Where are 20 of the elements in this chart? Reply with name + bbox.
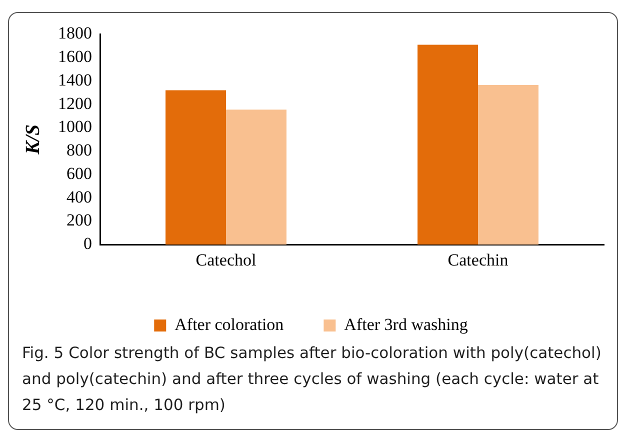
- caption: Fig. 5 Color strength of BC samples after bio-coloration with poly(catechol) and poly(catechin) and after three cycles of washing (each cycle: water at 25 °C, 120 min., 100 rpm): [22, 343, 602, 416]
- bar: [226, 110, 286, 245]
- y-tick-label: 1400: [58, 70, 92, 90]
- y-axis-title: K/S: [22, 124, 44, 156]
- bar: [418, 44, 478, 245]
- x-tick-label: Catechol: [196, 250, 256, 270]
- y-tick-label: 1200: [58, 94, 92, 113]
- y-tick-label: 200: [66, 210, 92, 230]
- bar: [166, 90, 226, 245]
- legend-label: After 3rd washing: [344, 314, 468, 334]
- legend-label: After coloration: [174, 314, 284, 334]
- y-tick-label: 400: [66, 187, 92, 206]
- bar: [478, 85, 538, 245]
- y-tick-label: 0: [84, 234, 92, 254]
- y-tick-label: 600: [66, 164, 92, 183]
- y-tick-label: 1800: [58, 24, 92, 43]
- x-tick-label: Catechin: [448, 250, 509, 270]
- y-tick-label: 1600: [58, 47, 92, 66]
- y-tick-label: 1000: [58, 117, 92, 136]
- y-tick-label: 800: [66, 140, 92, 160]
